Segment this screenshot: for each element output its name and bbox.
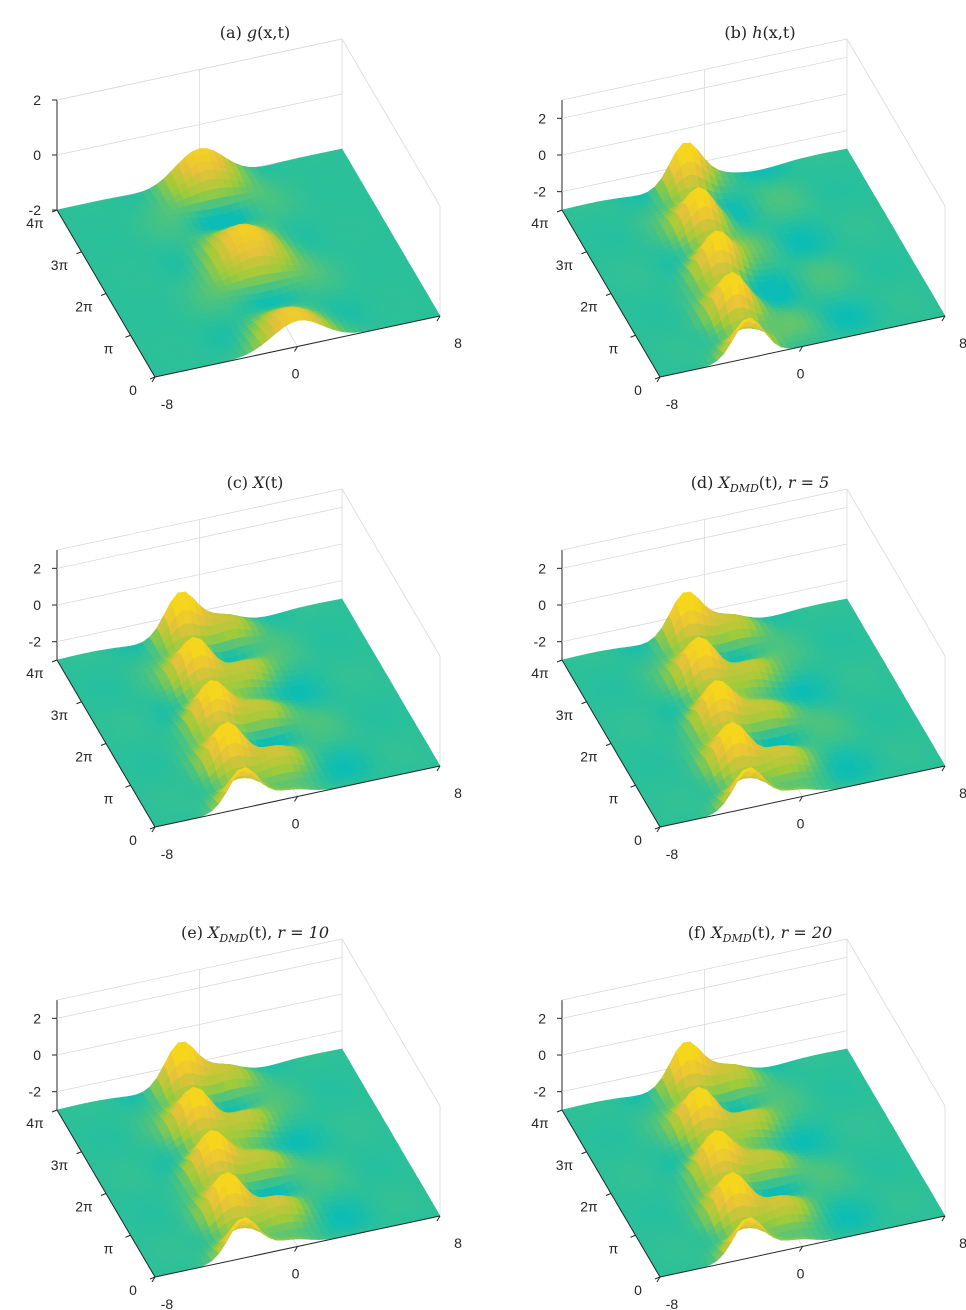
z-tick-label: -2 (534, 184, 547, 200)
t-tick-mark (76, 701, 82, 705)
t-tick-label: 2π (75, 299, 93, 315)
x-tick-label: -8 (666, 396, 679, 412)
t-tick-label: 0 (634, 382, 642, 398)
t-tick-mark (556, 209, 563, 213)
surface (56, 147, 441, 378)
z-grid (56, 38, 343, 101)
t-tick-label: 3π (51, 257, 69, 273)
right-wall-top (341, 38, 441, 207)
t-tick-label: 0 (129, 382, 137, 398)
z-tick-label: 2 (538, 110, 546, 126)
t-tick-mark (100, 743, 107, 746)
t-tick-label: π (609, 340, 619, 356)
x-tick-label: -8 (161, 396, 174, 412)
z-grid (56, 93, 343, 156)
t-tick-mark (125, 334, 131, 338)
z-tick-label: 2 (33, 92, 41, 108)
t-tick-label: 3π (51, 707, 69, 723)
x-tick-label: -8 (161, 846, 174, 862)
surface (56, 591, 441, 828)
t-tick-label: 4π (531, 215, 549, 231)
t-tick-label: 2π (580, 299, 598, 315)
z-tick-label: 2 (33, 560, 41, 576)
t-tick-label: 3π (556, 257, 574, 273)
panel-title: (a) g(x,t) (220, 23, 290, 42)
panel-title: (b) h(x,t) (724, 23, 795, 42)
z-tick-label: -2 (29, 634, 42, 650)
x-tick-label: 0 (292, 816, 300, 832)
surface (561, 142, 946, 378)
t-tick-label: π (104, 790, 114, 806)
chart-panel-b: -8 0 8 0 π 2π 3π 4π -2 0 2 (b) h(x,t) (531, 23, 966, 412)
t-tick-mark (581, 251, 587, 255)
t-tick-mark (51, 659, 58, 663)
x-tick-label: 8 (454, 785, 462, 801)
t-tick-mark (605, 293, 612, 296)
x-tick-label: 8 (454, 335, 462, 351)
surface (561, 591, 946, 828)
t-tick-mark (76, 251, 82, 255)
panel-title: (c) X(t) (227, 473, 284, 492)
t-tick-label: π (104, 340, 114, 356)
x-tick-label: 8 (959, 335, 966, 351)
z-tick-label: -2 (29, 202, 42, 218)
chart-panel-c: -8 0 8 0 π 2π 3π 4π -2 0 2 (c) X(t) (26, 473, 462, 862)
t-tick-mark (125, 784, 131, 788)
t-tick-label: 0 (129, 832, 137, 848)
z-tick-label: 0 (33, 147, 41, 163)
t-tick-mark (100, 293, 107, 296)
x-tick-label: 0 (797, 366, 805, 382)
t-tick-label: 4π (26, 665, 44, 681)
z-tick-label: 0 (538, 147, 546, 163)
x-tick-label: 0 (292, 366, 300, 382)
t-tick-mark (630, 334, 636, 338)
z-tick-label: 0 (33, 597, 41, 613)
t-tick-label: 2π (75, 749, 93, 765)
